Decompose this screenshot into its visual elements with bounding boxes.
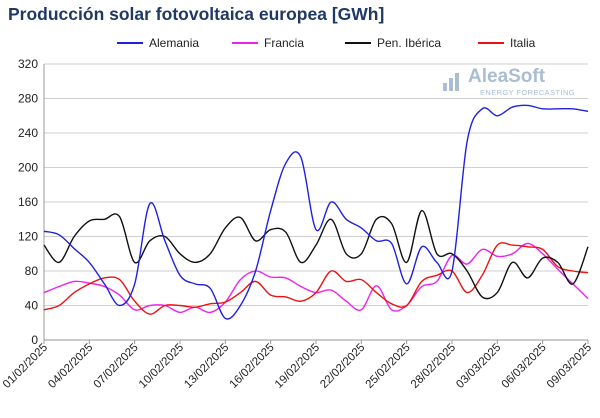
x-tick-label-07-02-2025: 07/02/2025 [92, 342, 141, 391]
x-tick-label-19-02-2025: 19/02/2025 [273, 342, 322, 391]
legend-item-italia: Italia [478, 36, 535, 50]
legend: Alemania Francia Pen. Ibérica Italia [0, 36, 600, 56]
y-tick-label-120: 120 [18, 230, 38, 244]
legend-swatch-italia [478, 42, 504, 44]
y-tick-label-160: 160 [18, 195, 38, 209]
legend-item-pen-iberica: Pen. Ibérica [345, 36, 441, 50]
x-tick-label-22-02-2025: 22/02/2025 [318, 342, 367, 391]
series-line-pen-ib-rica [43, 209, 589, 300]
aleasoft-logo: AleaSoft ENERGY FORECASTING [440, 66, 590, 102]
x-tick-label-10-02-2025: 10/02/2025 [137, 342, 186, 391]
x-tick-label-04-02-2025: 04/02/2025 [46, 342, 95, 391]
x-tick-label-13-02-2025: 13/02/2025 [182, 342, 231, 391]
series-line-italia [43, 242, 589, 315]
logo-name: AleaSoft [468, 66, 546, 87]
series-line-alemania [43, 104, 589, 320]
y-tick-label-200: 200 [18, 161, 38, 175]
x-tick-label-16-02-2025: 16/02/2025 [228, 342, 277, 391]
legend-label-alemania: Alemania [149, 36, 200, 50]
x-tick-label-03-03-2025: 03/03/2025 [454, 342, 503, 391]
legend-label-italia: Italia [510, 36, 536, 50]
y-tick-label-80: 80 [25, 264, 39, 278]
legend-label-pen-iberica: Pen. Ibérica [377, 36, 442, 50]
legend-item-alemania: Alemania [117, 36, 199, 50]
x-tick-label-28-02-2025: 28/02/2025 [409, 342, 458, 391]
y-tick-label-320: 320 [18, 57, 38, 71]
x-tick-label-06-03-2025: 06/03/2025 [500, 342, 549, 391]
chart-title: Producción solar fotovoltaica europea [G… [8, 4, 385, 24]
y-tick-label-280: 280 [18, 92, 38, 106]
x-tick-label-01-02-2025: 01/02/2025 [1, 342, 50, 391]
aleasoft-logo-icon [443, 73, 459, 91]
y-tick-label-40: 40 [25, 299, 39, 313]
y-tick-label-240: 240 [18, 126, 38, 140]
y-tick-label-0: 0 [31, 333, 38, 347]
x-tick-label-25-02-2025: 25/02/2025 [364, 342, 413, 391]
legend-swatch-alemania [117, 42, 143, 44]
legend-swatch-pen-iberica [345, 42, 371, 44]
legend-item-francia: Francia [232, 36, 304, 50]
legend-label-francia: Francia [264, 36, 305, 50]
logo-tagline: ENERGY FORECASTING [480, 88, 575, 97]
x-tick-label-09-03-2025: 09/03/2025 [545, 342, 594, 391]
legend-swatch-francia [232, 42, 258, 44]
